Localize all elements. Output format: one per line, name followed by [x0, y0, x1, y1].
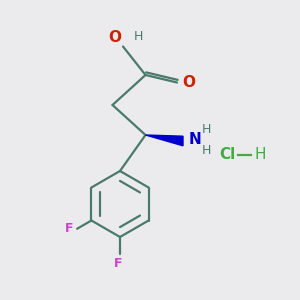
Text: O: O: [182, 75, 195, 90]
Text: F: F: [65, 222, 74, 235]
Text: N: N: [189, 132, 202, 147]
Text: F: F: [114, 257, 123, 270]
Text: H: H: [133, 29, 143, 43]
Polygon shape: [146, 135, 183, 146]
Text: H: H: [202, 123, 211, 136]
Text: H: H: [202, 144, 211, 157]
Text: H: H: [254, 147, 266, 162]
Text: O: O: [109, 30, 122, 45]
Text: Cl: Cl: [219, 147, 235, 162]
